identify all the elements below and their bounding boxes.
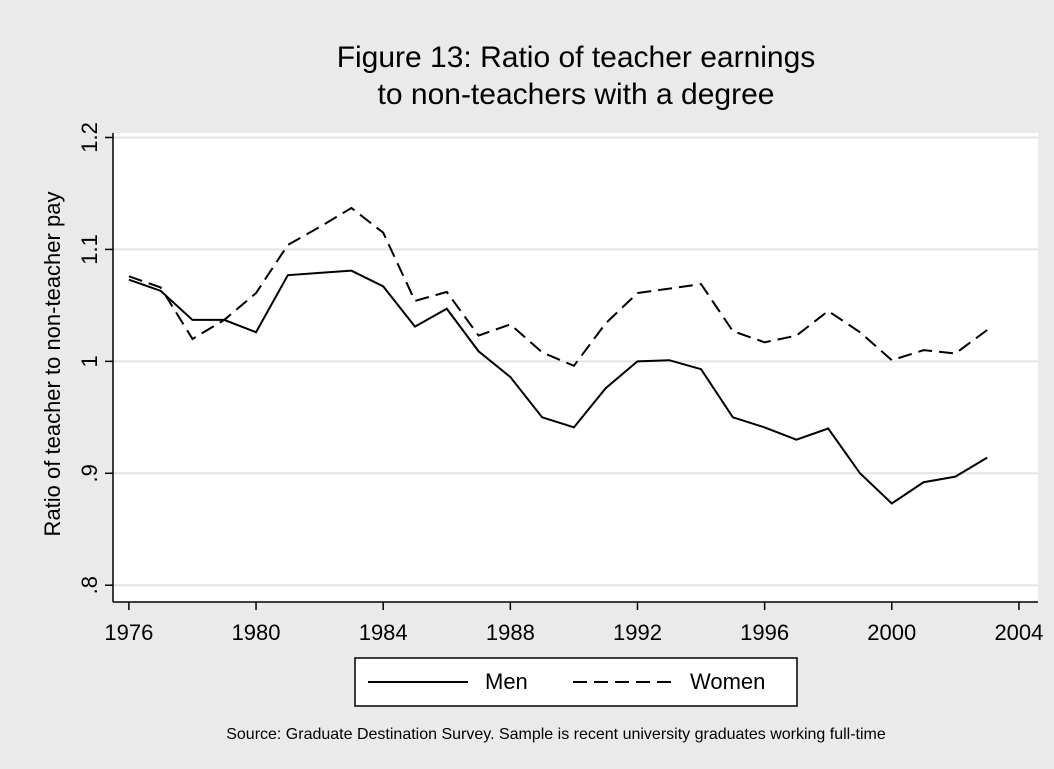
chart-title: Figure 13: Ratio of teacher earnings — [337, 41, 816, 74]
line-series — [128, 206, 988, 368]
x-tick-label: 2000 — [867, 620, 916, 645]
legend-label: Men — [485, 669, 528, 694]
y-tick-label: 1 — [77, 355, 102, 367]
legend-label: Women — [690, 669, 765, 694]
y-axis-label: Ratio of teacher to non-teacher pay — [40, 192, 65, 537]
x-tick-label: 1996 — [740, 620, 789, 645]
chart-title: to non-teachers with a degree — [378, 78, 775, 111]
x-tick-label: 1988 — [486, 620, 535, 645]
x-tick-label: 1976 — [104, 620, 153, 645]
y-tick-label: .8 — [77, 576, 102, 594]
line-series — [128, 269, 988, 505]
y-tick-label: .9 — [77, 464, 102, 482]
x-tick-label: 1992 — [613, 620, 662, 645]
y-tick-label: 1.1 — [77, 234, 102, 265]
x-tick-label: 1980 — [232, 620, 281, 645]
y-tick-label: 1.2 — [77, 122, 102, 153]
note: Source: Graduate Destination Survey. Sam… — [226, 726, 886, 743]
x-tick-label: 1984 — [359, 620, 408, 645]
x-tick-label: 2004 — [994, 620, 1043, 645]
plot-area — [113, 133, 1038, 602]
